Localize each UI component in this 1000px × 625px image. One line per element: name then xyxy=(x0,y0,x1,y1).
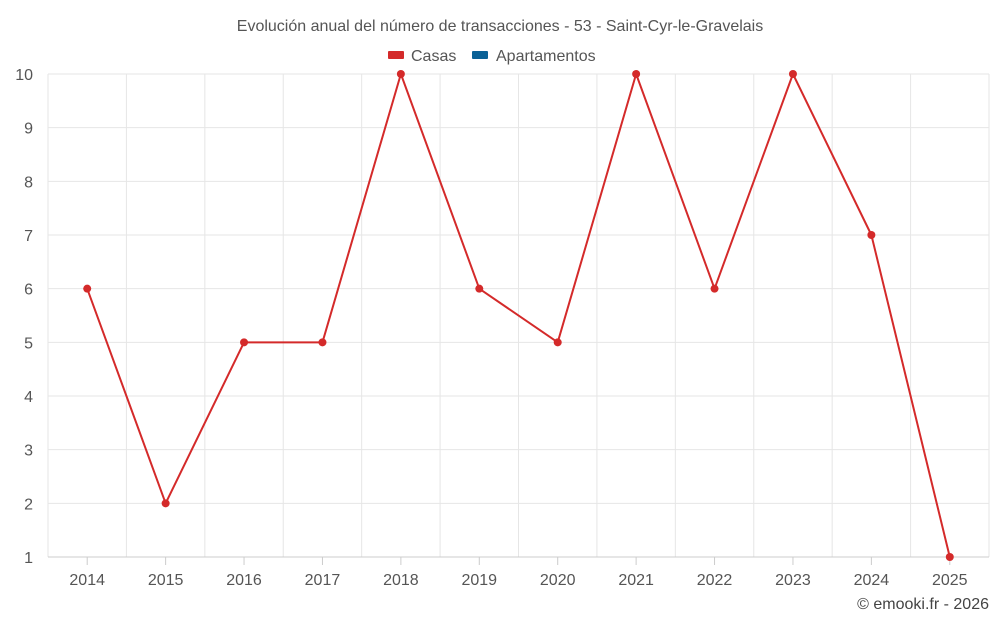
series-layer xyxy=(83,70,954,561)
x-tick-label: 2014 xyxy=(69,572,105,589)
y-tick-label: 3 xyxy=(24,443,33,460)
credit-text: © emooki.fr - 2026 xyxy=(857,596,989,613)
data-point[interactable] xyxy=(945,553,954,561)
legend-item-casas[interactable]: Casas xyxy=(388,48,456,65)
x-tick-label: 2023 xyxy=(775,572,811,589)
x-tick-label: 2019 xyxy=(461,572,497,589)
y-tick-label: 1 xyxy=(24,550,33,567)
legend-label-apartamentos: Apartamentos xyxy=(496,48,596,65)
y-tick-label: 6 xyxy=(24,282,33,299)
y-tick-label: 5 xyxy=(24,335,33,352)
x-tick-label: 2025 xyxy=(932,572,968,589)
y-tick-label: 2 xyxy=(24,496,33,513)
legend-item-apartamentos[interactable]: Apartamentos xyxy=(472,48,596,65)
y-tick-label: 4 xyxy=(24,389,33,406)
x-tick-label: 2022 xyxy=(697,572,733,589)
x-tick-label: 2016 xyxy=(226,572,262,589)
y-tick-label: 7 xyxy=(24,228,33,245)
x-tick-label: 2017 xyxy=(305,572,341,589)
y-tick-label: 8 xyxy=(24,174,33,191)
series-line-casas xyxy=(86,73,951,558)
data-point[interactable] xyxy=(632,70,641,78)
y-tick-label: 10 xyxy=(15,67,33,84)
data-point[interactable] xyxy=(788,70,797,78)
legend-swatch-casas xyxy=(388,51,404,59)
data-point[interactable] xyxy=(867,231,876,239)
x-tick-label: 2021 xyxy=(618,572,654,589)
legend: Casas Apartamentos xyxy=(388,48,596,65)
legend-swatch-apartamentos xyxy=(472,51,488,59)
data-point[interactable] xyxy=(710,284,719,293)
x-tick-label: 2018 xyxy=(383,572,419,589)
data-point[interactable] xyxy=(396,70,405,78)
x-tick-label: 2024 xyxy=(854,572,890,589)
data-point[interactable] xyxy=(318,338,327,347)
data-point[interactable] xyxy=(240,338,249,347)
axes: 1 2 3 4 5 6 7 8 9 10 2014 2015 2016 2017 2018 2019 2020 2… xyxy=(15,67,989,589)
data-point[interactable] xyxy=(83,284,92,293)
legend-label-casas: Casas xyxy=(411,48,456,65)
x-tick-label: 2020 xyxy=(540,572,576,589)
chart-title: Evolución anual del número de transaccio… xyxy=(237,18,763,35)
data-point[interactable] xyxy=(161,499,170,508)
x-tick-label: 2015 xyxy=(148,572,184,589)
y-tick-label: 9 xyxy=(24,121,33,138)
data-point[interactable] xyxy=(475,284,484,293)
data-point[interactable] xyxy=(553,338,562,347)
grid xyxy=(47,73,990,557)
